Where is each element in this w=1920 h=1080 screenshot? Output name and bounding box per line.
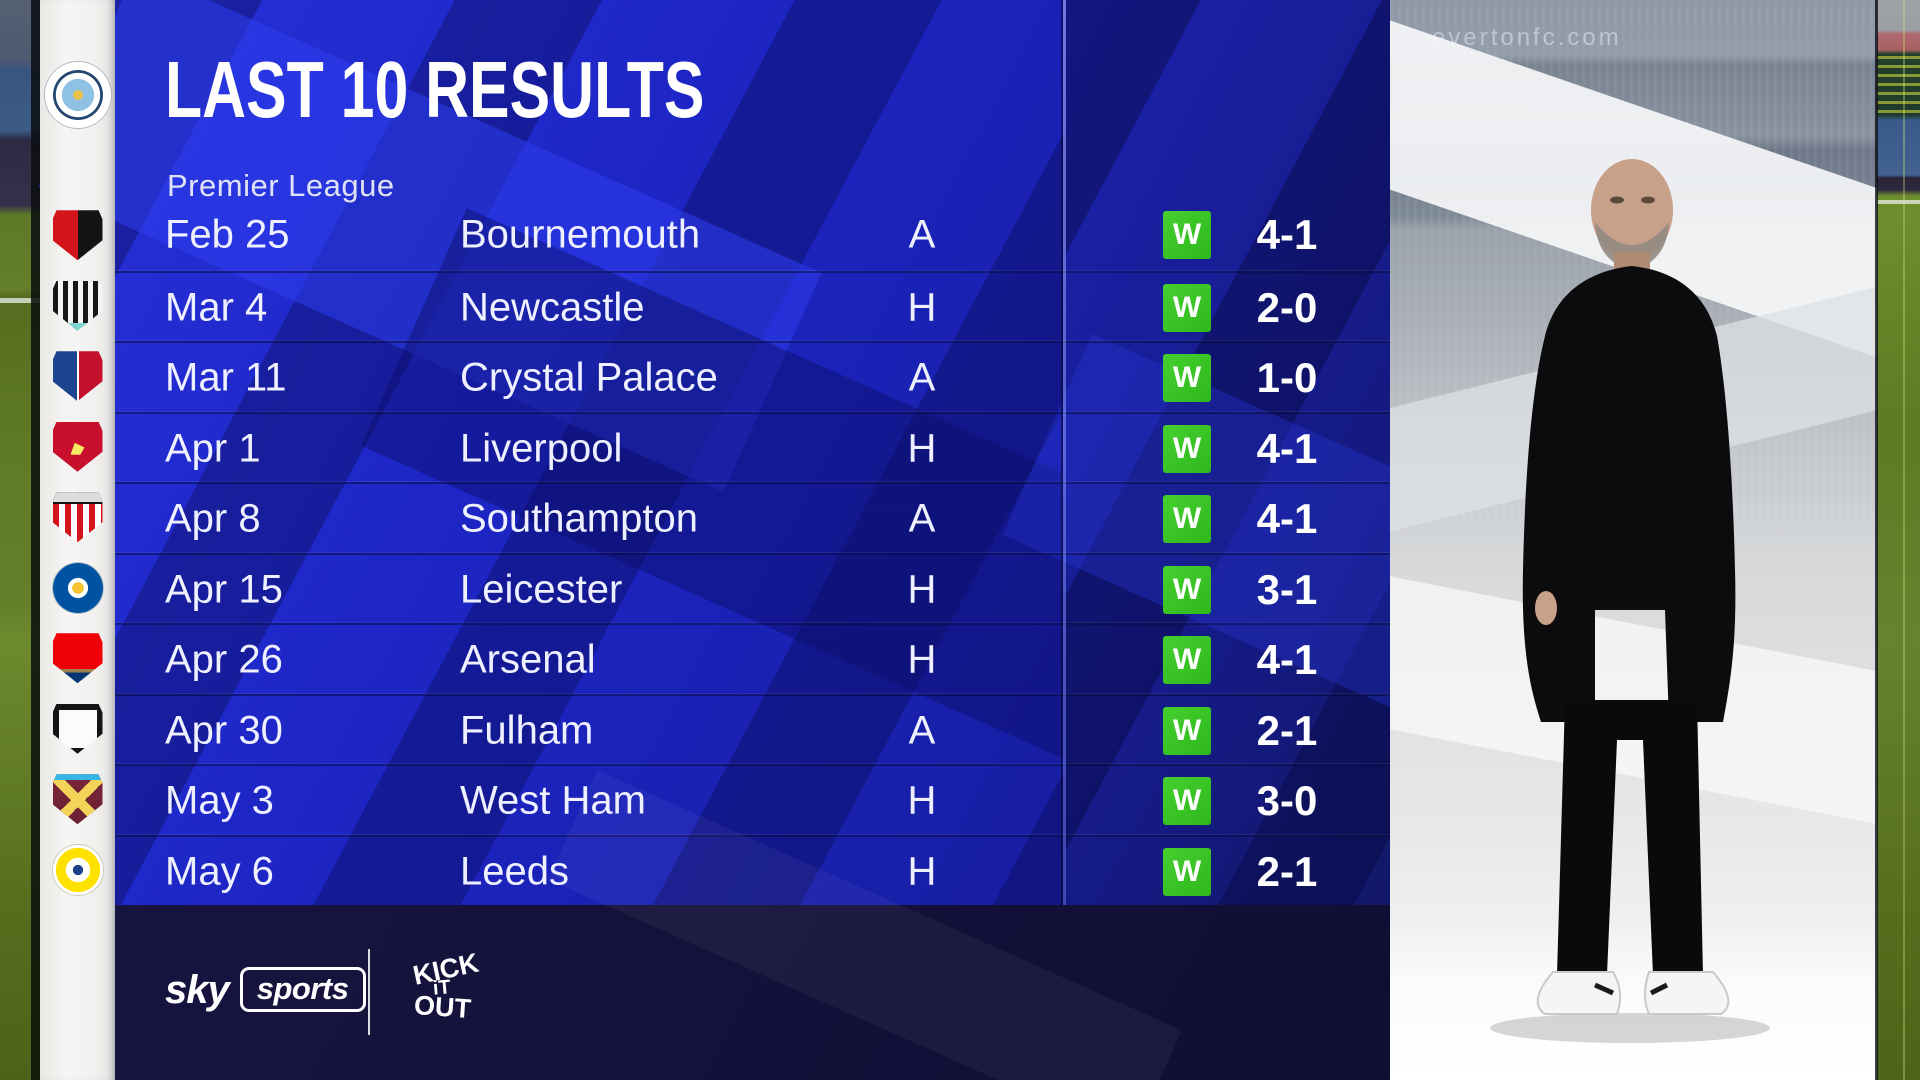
row-date: Feb 25 bbox=[165, 212, 290, 257]
row-venue: A bbox=[908, 496, 936, 541]
row-opponent: Liverpool bbox=[460, 426, 623, 470]
row-score: 3-0 bbox=[1256, 777, 1318, 824]
pep-guardiola-photo bbox=[1490, 159, 1770, 1043]
results-board: LAST 10 RESULTS Premier League Feb 25 Bo… bbox=[115, 0, 1390, 1080]
row-venue: H bbox=[907, 567, 937, 611]
row-opponent: Southampton bbox=[460, 496, 698, 541]
crest-crystal-palace bbox=[52, 351, 103, 402]
row-opponent: Fulham bbox=[460, 708, 594, 752]
crest-column bbox=[40, 0, 115, 1080]
row-score: 2-1 bbox=[1256, 706, 1318, 754]
table-row: Apr 26 Arsenal H W 4-1 bbox=[115, 623, 1390, 695]
row-venue: A bbox=[908, 212, 936, 257]
sky-sports-logo: sky sports bbox=[165, 967, 366, 1012]
row-venue: H bbox=[907, 285, 937, 329]
row-venue: H bbox=[907, 637, 937, 682]
row-date: May 3 bbox=[165, 778, 274, 823]
footer-bar: sky sports KICK iT OUT bbox=[115, 905, 1390, 1080]
crest-newcastle bbox=[52, 280, 103, 331]
studio-floor bbox=[1390, 855, 1877, 1080]
page-subtitle: Premier League bbox=[167, 168, 395, 203]
page-title: LAST 10 RESULTS bbox=[165, 45, 705, 134]
row-score: 3-1 bbox=[1256, 565, 1318, 613]
row-date: Apr 26 bbox=[165, 637, 283, 682]
row-date: Apr 15 bbox=[165, 567, 283, 611]
crest-leeds bbox=[52, 844, 103, 895]
table-row: Apr 15 Leicester H W 3-1 bbox=[115, 552, 1390, 625]
win-badge: W bbox=[1163, 777, 1211, 825]
row-score: 2-0 bbox=[1256, 283, 1318, 331]
column-divider bbox=[1063, 0, 1066, 905]
win-badge: W bbox=[1163, 636, 1211, 684]
photo-panel: evertonfc.com bbox=[1390, 0, 1877, 1080]
win-badge: W bbox=[1163, 565, 1211, 614]
row-date: Apr 30 bbox=[165, 708, 283, 752]
crest-bournemouth bbox=[52, 210, 103, 261]
man-city-crest bbox=[44, 62, 111, 128]
win-badge: W bbox=[1163, 706, 1211, 755]
win-badge: W bbox=[1163, 495, 1211, 543]
row-date: Mar 4 bbox=[165, 285, 268, 329]
table-row: Mar 4 Newcastle H W 2-0 bbox=[115, 270, 1390, 343]
row-date: May 6 bbox=[165, 849, 274, 893]
row-venue: A bbox=[908, 708, 936, 752]
crest-west-ham bbox=[52, 774, 103, 825]
panel-seam bbox=[1875, 0, 1878, 1080]
board-background-left bbox=[115, 0, 1065, 905]
row-venue: A bbox=[908, 355, 936, 400]
row-score: 1-0 bbox=[1256, 354, 1318, 401]
row-venue: H bbox=[907, 426, 937, 470]
table-row: Apr 30 Fulham A W 2-1 bbox=[115, 693, 1390, 766]
row-score: 4-1 bbox=[1256, 211, 1318, 258]
row-opponent: Bournemouth bbox=[460, 212, 701, 257]
crest-leicester bbox=[52, 562, 103, 613]
table-row: Feb 25 Bournemouth A W 4-1 bbox=[115, 200, 1390, 270]
table-row: Mar 11 Crystal Palace A W 1-0 bbox=[115, 341, 1390, 413]
board-background-right bbox=[1065, 0, 1390, 905]
win-badge: W bbox=[1163, 847, 1211, 896]
crest-liverpool bbox=[52, 421, 103, 472]
panel-seam-light bbox=[1903, 0, 1905, 1080]
row-score: 4-1 bbox=[1256, 495, 1318, 542]
row-date: Mar 11 bbox=[165, 355, 287, 400]
kick-it-out-logo: KICK iT OUT bbox=[410, 947, 482, 1024]
table-row: May 3 West Ham H W 3-0 bbox=[115, 764, 1390, 836]
row-score: 4-1 bbox=[1256, 424, 1318, 472]
video-edge-right bbox=[1877, 0, 1920, 1080]
win-badge: W bbox=[1163, 283, 1211, 332]
row-venue: H bbox=[907, 778, 937, 823]
win-badge: W bbox=[1163, 424, 1211, 473]
table-row: Apr 8 Southampton A W 4-1 bbox=[115, 482, 1390, 554]
video-edge-left bbox=[0, 0, 40, 1080]
table-row: Apr 1 Liverpool H W 4-1 bbox=[115, 411, 1390, 484]
crest-fulham bbox=[52, 703, 103, 754]
table-row: May 6 Leeds H W 2-1 bbox=[115, 834, 1390, 907]
row-score: 4-1 bbox=[1256, 636, 1318, 683]
row-date: Apr 8 bbox=[165, 496, 261, 541]
crest-southampton bbox=[52, 492, 103, 543]
sky-wordmark: sky bbox=[165, 967, 230, 1012]
row-date: Apr 1 bbox=[165, 426, 261, 470]
row-opponent: Crystal Palace bbox=[460, 355, 718, 400]
row-score: 2-1 bbox=[1256, 847, 1318, 895]
row-venue: H bbox=[907, 849, 937, 893]
logo-separator bbox=[368, 949, 370, 1035]
row-opponent: Arsenal bbox=[460, 637, 596, 682]
row-opponent: Leicester bbox=[460, 567, 623, 611]
sports-wordmark: sports bbox=[239, 967, 366, 1012]
win-badge: W bbox=[1163, 211, 1211, 259]
row-opponent: Newcastle bbox=[460, 285, 645, 329]
crest-arsenal bbox=[52, 633, 103, 684]
win-badge: W bbox=[1163, 354, 1211, 402]
